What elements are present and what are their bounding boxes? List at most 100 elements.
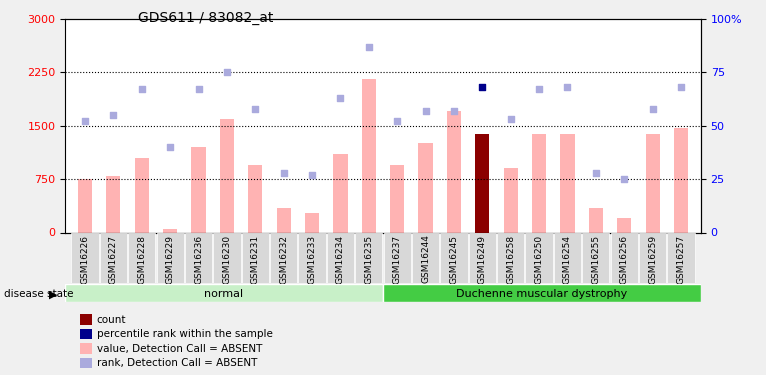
FancyBboxPatch shape bbox=[71, 233, 99, 283]
Point bbox=[420, 108, 432, 114]
Text: normal: normal bbox=[205, 289, 244, 299]
Text: GSM16233: GSM16233 bbox=[307, 234, 316, 284]
Point bbox=[505, 116, 517, 122]
FancyBboxPatch shape bbox=[554, 233, 581, 283]
Point bbox=[362, 44, 375, 50]
Bar bbox=[80, 314, 92, 325]
FancyBboxPatch shape bbox=[355, 233, 382, 283]
Text: GSM16232: GSM16232 bbox=[279, 234, 288, 284]
Bar bbox=[589, 208, 603, 232]
Text: GSM16250: GSM16250 bbox=[535, 234, 544, 284]
Bar bbox=[561, 134, 574, 232]
Text: GSM16231: GSM16231 bbox=[250, 234, 260, 284]
Bar bbox=[333, 154, 348, 232]
FancyBboxPatch shape bbox=[440, 233, 467, 283]
Bar bbox=[475, 134, 489, 232]
Point bbox=[675, 84, 687, 90]
Bar bbox=[192, 147, 205, 232]
Text: GSM16259: GSM16259 bbox=[648, 234, 657, 284]
Bar bbox=[503, 168, 518, 232]
Bar bbox=[390, 165, 404, 232]
Point bbox=[249, 105, 261, 111]
Text: GSM16255: GSM16255 bbox=[591, 234, 601, 284]
Text: GSM16228: GSM16228 bbox=[137, 234, 146, 284]
FancyBboxPatch shape bbox=[327, 233, 354, 283]
FancyBboxPatch shape bbox=[582, 233, 610, 283]
Bar bbox=[532, 134, 546, 232]
Text: GSM16230: GSM16230 bbox=[222, 234, 231, 284]
Text: GSM16256: GSM16256 bbox=[620, 234, 629, 284]
Text: GSM16229: GSM16229 bbox=[165, 234, 175, 284]
Text: GDS611 / 83082_at: GDS611 / 83082_at bbox=[138, 11, 273, 25]
FancyBboxPatch shape bbox=[100, 233, 127, 283]
FancyBboxPatch shape bbox=[185, 233, 212, 283]
Text: GSM16237: GSM16237 bbox=[393, 234, 401, 284]
Text: GSM16257: GSM16257 bbox=[676, 234, 686, 284]
Bar bbox=[646, 134, 660, 232]
Point bbox=[647, 105, 659, 111]
Text: GSM16249: GSM16249 bbox=[478, 234, 487, 284]
FancyBboxPatch shape bbox=[525, 233, 553, 283]
FancyBboxPatch shape bbox=[270, 233, 297, 283]
Point bbox=[164, 144, 176, 150]
Bar bbox=[305, 213, 319, 232]
Bar bbox=[617, 218, 631, 232]
Text: GSM16236: GSM16236 bbox=[194, 234, 203, 284]
Bar bbox=[248, 165, 263, 232]
Text: GSM16254: GSM16254 bbox=[563, 234, 572, 284]
Bar bbox=[418, 144, 433, 232]
Point bbox=[334, 95, 346, 101]
Text: GSM16258: GSM16258 bbox=[506, 234, 516, 284]
Point bbox=[107, 112, 119, 118]
Bar bbox=[80, 358, 92, 368]
Point bbox=[590, 170, 602, 176]
Point bbox=[192, 86, 205, 92]
Bar bbox=[80, 329, 92, 339]
Text: percentile rank within the sample: percentile rank within the sample bbox=[97, 329, 273, 339]
Point bbox=[306, 172, 318, 178]
Text: disease state: disease state bbox=[4, 290, 74, 299]
Bar bbox=[362, 80, 376, 232]
FancyBboxPatch shape bbox=[128, 233, 155, 283]
Text: GSM16227: GSM16227 bbox=[109, 234, 118, 284]
Point bbox=[533, 86, 545, 92]
Text: count: count bbox=[97, 315, 126, 324]
FancyBboxPatch shape bbox=[65, 284, 383, 302]
FancyBboxPatch shape bbox=[241, 233, 269, 283]
Bar bbox=[135, 158, 149, 232]
Point bbox=[618, 176, 630, 182]
Point bbox=[561, 84, 574, 90]
FancyBboxPatch shape bbox=[299, 233, 326, 283]
Point bbox=[221, 69, 233, 75]
FancyBboxPatch shape bbox=[667, 233, 695, 283]
FancyBboxPatch shape bbox=[497, 233, 525, 283]
Text: GSM16234: GSM16234 bbox=[336, 234, 345, 284]
FancyBboxPatch shape bbox=[412, 233, 439, 283]
Text: GSM16245: GSM16245 bbox=[450, 234, 459, 284]
Bar bbox=[163, 229, 177, 232]
Text: GSM16235: GSM16235 bbox=[365, 234, 373, 284]
Bar bbox=[674, 128, 688, 232]
Point bbox=[476, 84, 489, 90]
FancyBboxPatch shape bbox=[384, 233, 411, 283]
Bar bbox=[106, 176, 120, 232]
FancyBboxPatch shape bbox=[213, 233, 241, 283]
FancyBboxPatch shape bbox=[639, 233, 666, 283]
Text: GSM16226: GSM16226 bbox=[80, 234, 90, 284]
Text: ▶: ▶ bbox=[49, 290, 57, 299]
Text: Duchenne muscular dystrophy: Duchenne muscular dystrophy bbox=[457, 289, 627, 299]
Point bbox=[277, 170, 290, 176]
FancyBboxPatch shape bbox=[156, 233, 184, 283]
Point bbox=[448, 108, 460, 114]
Point bbox=[79, 118, 91, 124]
Point bbox=[136, 86, 148, 92]
Text: rank, Detection Call = ABSENT: rank, Detection Call = ABSENT bbox=[97, 358, 257, 368]
Text: GSM16244: GSM16244 bbox=[421, 234, 430, 284]
FancyBboxPatch shape bbox=[383, 284, 701, 302]
Text: value, Detection Call = ABSENT: value, Detection Call = ABSENT bbox=[97, 344, 262, 354]
Bar bbox=[80, 344, 92, 354]
Bar bbox=[78, 179, 92, 232]
Bar bbox=[220, 118, 234, 232]
Point bbox=[391, 118, 404, 124]
FancyBboxPatch shape bbox=[469, 233, 496, 283]
